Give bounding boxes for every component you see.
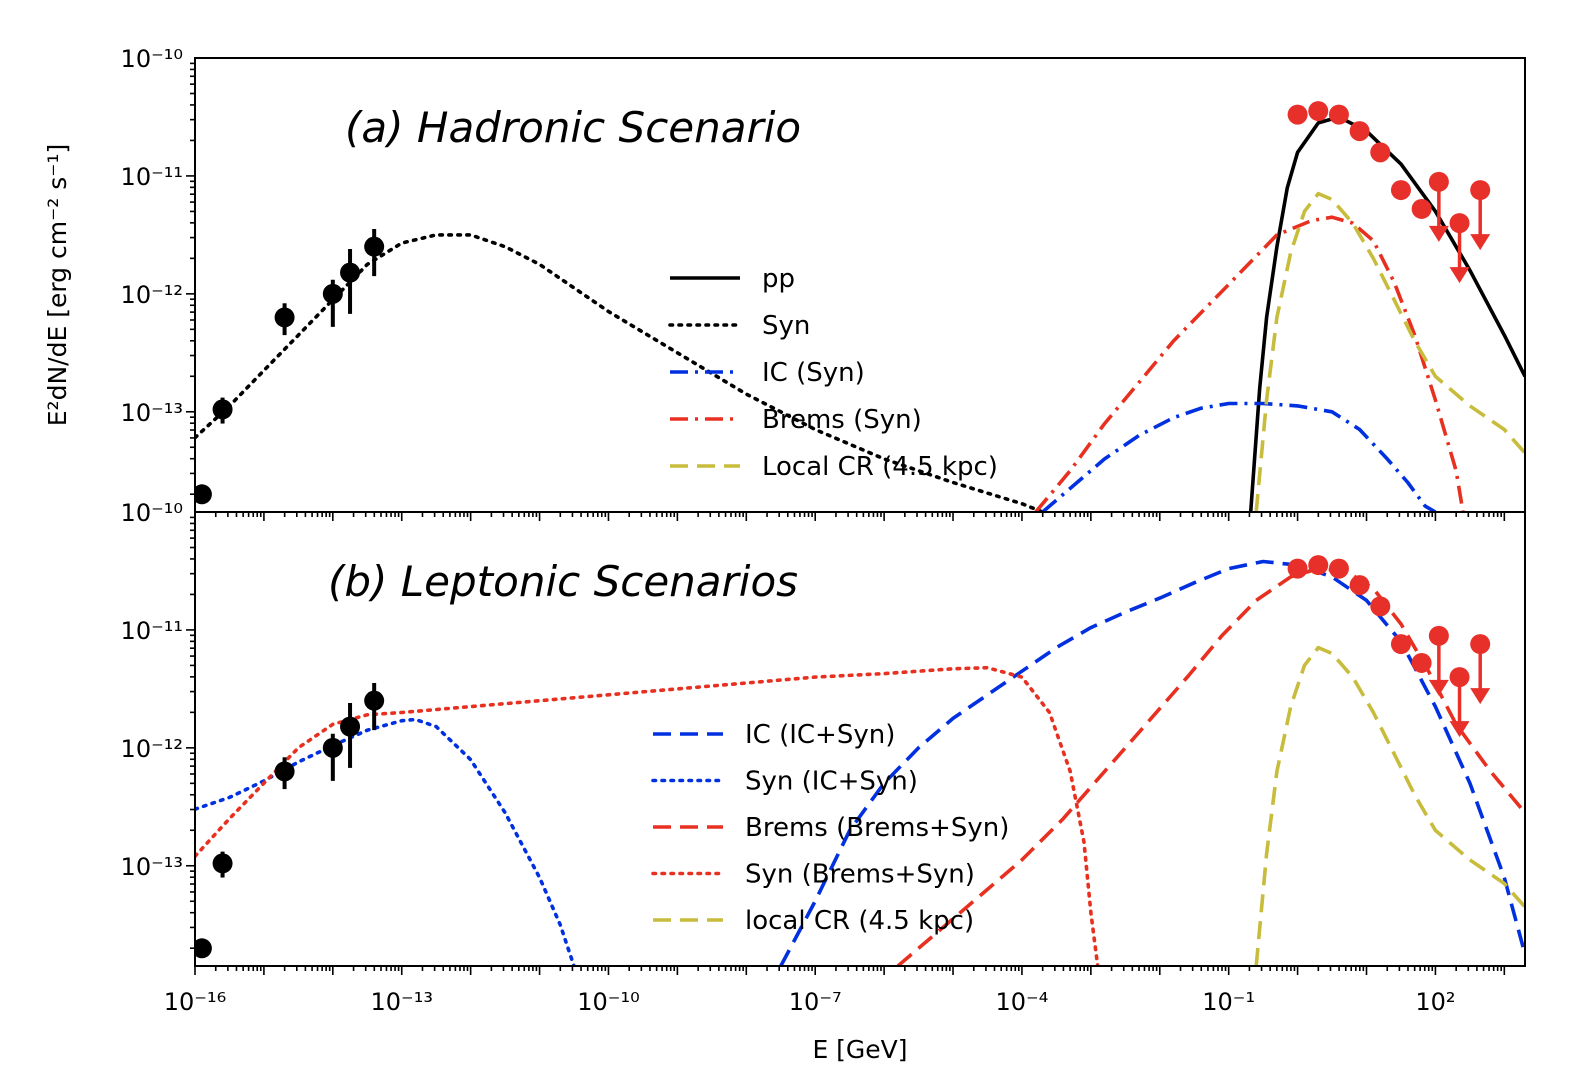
gamma-point <box>1328 104 1349 125</box>
upper-limit-arrow <box>1449 721 1470 738</box>
y-axis-label: E²dN/dE [erg cm⁻² s⁻¹] <box>43 144 72 426</box>
series-line-b-3 <box>195 665 1100 966</box>
upper-limit-point <box>1428 625 1449 646</box>
panel-a: 10⁻¹⁰ 10⁻¹¹ 10⁻¹² 10⁻¹³ 10⁻¹⁰ (a) Hadronic Sc… <box>43 45 1526 527</box>
y-tick-label-bottom: 10⁻¹⁰ <box>121 499 183 527</box>
y-tick-label: 10⁻¹¹ <box>121 163 183 191</box>
gamma-point <box>1308 555 1329 576</box>
legend-label: IC (IC+Syn) <box>745 720 895 750</box>
gamma-point <box>1370 142 1391 163</box>
legend-label: pp <box>762 264 795 294</box>
data-point <box>340 716 361 737</box>
legend-label: Syn <box>762 311 810 341</box>
legend-label: Local CR (4.5 kpc) <box>762 452 998 482</box>
data-point <box>322 283 343 304</box>
x-tick-label: 10⁻¹⁰ <box>577 988 639 1016</box>
upper-limit-point <box>1449 667 1470 688</box>
data-point <box>364 690 385 711</box>
gamma-point <box>1390 634 1411 655</box>
data-point <box>364 236 385 257</box>
legend-label: local CR (4.5 kpc) <box>745 906 974 936</box>
upper-limit-arrow <box>1449 267 1470 284</box>
legend-label: Syn (IC+Syn) <box>745 767 918 797</box>
data-point <box>212 399 233 420</box>
gamma-point <box>1349 575 1370 596</box>
gamma-point <box>1349 121 1370 142</box>
series-line-a-2 <box>1041 401 1437 512</box>
upper-limit-point <box>1428 171 1449 192</box>
data-point <box>274 307 295 328</box>
x-tick-label: 10⁻⁷ <box>789 988 842 1016</box>
data-point <box>195 938 212 959</box>
panel-b: 10⁻¹¹ 10⁻¹² 10⁻¹³ 10⁻¹⁶ 10⁻¹³ 10⁻¹⁰ 10⁻⁷ 10⁻⁴ 10… <box>121 511 1526 1064</box>
y-tick-label: 10⁻¹² <box>121 281 183 309</box>
x-tick-label: 10⁻¹ <box>1202 988 1255 1016</box>
y-tick-label: 10⁻¹⁰ <box>121 45 183 73</box>
gamma-point <box>1308 101 1329 122</box>
gamma-point <box>1390 180 1411 201</box>
upper-limit-arrow <box>1470 234 1491 251</box>
x-tick-label: 10⁻¹³ <box>371 988 433 1016</box>
series-line-a-1 <box>195 233 1045 512</box>
gamma-point <box>1328 558 1349 579</box>
upper-limit-arrow <box>1428 679 1449 696</box>
series-line-b-1 <box>195 717 576 966</box>
y-tick-label: 10⁻¹³ <box>121 853 183 881</box>
legend-label: Brems (Brems+Syn) <box>745 813 1009 843</box>
y-tick-label: 10⁻¹¹ <box>121 617 183 645</box>
panel-title-b: (b) Leptonic Scenarios <box>328 557 798 606</box>
gamma-point <box>1411 652 1432 673</box>
legend-label: Syn (Brems+Syn) <box>745 860 975 890</box>
panel-title-a: (a) Hadronic Scenario <box>345 103 801 152</box>
gamma-point <box>1370 596 1391 617</box>
upper-limit-point <box>1470 180 1491 201</box>
data-point <box>212 853 233 874</box>
y-tick-label: 10⁻¹² <box>121 735 183 763</box>
x-tick-label: 10⁻⁴ <box>996 988 1049 1016</box>
series-line-a-4 <box>1254 191 1525 512</box>
gamma-point <box>1411 198 1432 219</box>
gamma-point <box>1287 104 1308 125</box>
series-line-b-2 <box>896 566 1525 966</box>
x-tick-label: 10² <box>1415 988 1455 1016</box>
upper-limit-point <box>1470 634 1491 655</box>
upper-limit-arrow <box>1428 225 1449 242</box>
plot-area-a <box>195 101 1525 512</box>
series-line-b-4 <box>1254 645 1525 966</box>
series-line-a-3 <box>1034 215 1465 512</box>
upper-limit-point <box>1449 213 1470 234</box>
x-axis-label: E [GeV] <box>812 1035 907 1064</box>
data-point <box>340 262 361 283</box>
axes-frame-b <box>194 511 1526 967</box>
data-point <box>322 737 343 758</box>
legend-label: Brems (Syn) <box>762 405 922 435</box>
x-tick-label: 10⁻¹⁶ <box>164 988 226 1016</box>
y-tick-label: 10⁻¹³ <box>121 399 183 427</box>
upper-limit-arrow <box>1470 688 1491 705</box>
plot-area-b <box>195 555 1525 966</box>
data-point <box>274 761 295 782</box>
legend-label: IC (Syn) <box>762 358 865 388</box>
gamma-point <box>1287 558 1308 579</box>
series-line-a-0 <box>1248 115 1525 512</box>
data-point <box>195 484 212 505</box>
